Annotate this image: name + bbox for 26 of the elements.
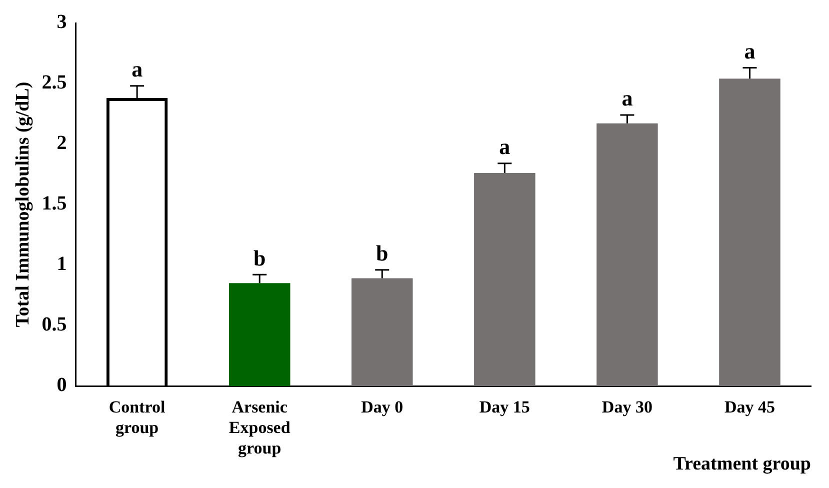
annotation: a [499,134,510,160]
annotation: b [253,245,266,270]
bar [228,283,290,386]
bar [596,123,658,386]
y-tick-label: 0.5 [42,314,67,336]
y-tick-label: 2.5 [42,72,67,94]
x-axis-title: Treatment group [673,454,811,475]
x-tick-label: Day 15 [479,398,530,417]
bar [352,278,413,386]
annotation: b [376,240,388,266]
y-tick-label: 1 [56,253,67,276]
x-tick-label: Day 0 [361,398,404,417]
x-tick-label: Control group [108,398,166,437]
annotation: a [622,86,633,111]
x-tick-label: Arsenic Exposed group [228,398,291,458]
y-axis-title: Total Immunoglobulins (g/dL) [12,82,34,328]
x-tick-label: Day 45 [724,398,775,417]
x-tick-label: Day 30 [602,398,652,417]
annotation: a [132,56,143,82]
y-tick-label: 3 [56,11,67,34]
y-tick-label: 2 [56,132,67,154]
annotation: a [744,38,756,64]
y-tick-label: 1.5 [42,192,67,215]
bar [719,78,780,386]
y-tick-label: 0 [56,374,67,396]
bar [474,173,536,386]
